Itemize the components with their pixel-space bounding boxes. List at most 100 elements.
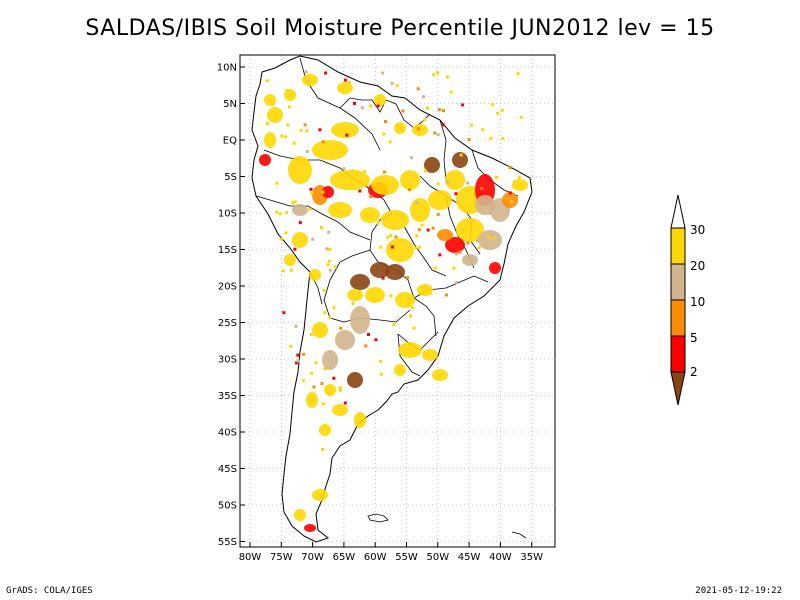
percentile-speckle xyxy=(365,183,369,187)
percentile-speckle xyxy=(500,108,504,112)
percentile-speckle xyxy=(312,385,316,389)
percentile-speckle xyxy=(461,103,465,107)
percentile-speckle xyxy=(320,226,323,229)
percentile-speckle xyxy=(390,81,394,85)
percentile-speckle xyxy=(480,186,484,190)
percentile-speckle xyxy=(381,276,385,280)
percentile-patch xyxy=(452,152,468,168)
percentile-speckle xyxy=(308,207,312,211)
percentile-speckle xyxy=(282,311,286,315)
percentile-patch xyxy=(432,369,448,381)
percentile-speckle xyxy=(409,314,412,318)
percentile-speckle xyxy=(410,306,414,310)
percentile-speckle xyxy=(328,268,332,272)
percentile-speckle xyxy=(321,190,325,194)
percentile-speckle xyxy=(353,187,357,191)
percentile-speckle xyxy=(360,106,364,110)
percentile-patch xyxy=(284,254,296,266)
percentile-speckle xyxy=(281,269,285,273)
percentile-speckle xyxy=(364,344,368,348)
percentile-speckle xyxy=(275,210,279,214)
percentile-speckle xyxy=(337,132,341,136)
percentile-speckle xyxy=(399,238,403,242)
percentile-patch xyxy=(347,289,363,301)
percentile-speckle xyxy=(420,223,424,227)
percentile-speckle xyxy=(516,72,520,76)
percentile-patch xyxy=(428,190,452,210)
percentile-speckle xyxy=(311,237,315,241)
percentile-speckle xyxy=(309,187,313,191)
percentile-speckle xyxy=(318,128,322,132)
falkland-islands xyxy=(367,513,389,523)
percentile-patch xyxy=(370,262,390,278)
percentile-speckle xyxy=(442,109,445,113)
percentile-speckle xyxy=(327,230,331,234)
percentile-patch xyxy=(312,322,328,338)
percentile-patch xyxy=(445,237,465,253)
percentile-speckle xyxy=(394,235,398,239)
percentile-speckle xyxy=(389,234,393,237)
legend-label-20: 20 xyxy=(690,259,705,273)
percentile-patch xyxy=(259,154,271,166)
percentile-speckle xyxy=(333,265,337,269)
lon-tick-label: 60W xyxy=(364,552,387,563)
map-title: SALDAS/IBIS Soil Moisture Percentile JUN… xyxy=(85,16,715,41)
percentile-speckle xyxy=(406,296,410,300)
percentile-speckle xyxy=(436,133,440,137)
percentile-speckle xyxy=(321,447,325,451)
percentile-patch xyxy=(386,238,414,262)
footer-timestamp: 2021-05-12-19:22 xyxy=(695,586,782,596)
map-frame xyxy=(239,54,556,548)
axis-ticks: 10N 5N EQ 5S 10S 15S 20S 25S 30S 35S 40S 45S 50S 55S8… xyxy=(217,63,543,564)
percentile-speckle xyxy=(437,108,441,112)
percentile-patch xyxy=(309,269,321,281)
percentile-speckle xyxy=(455,280,459,284)
percentile-speckle xyxy=(345,133,349,137)
lat-tick-label: 10S xyxy=(218,209,237,220)
percentile-speckle xyxy=(395,84,399,88)
lon-tick-label: 55W xyxy=(395,552,418,563)
percentile-speckle xyxy=(279,237,283,241)
percentile-speckle xyxy=(370,296,374,300)
percentile-speckle xyxy=(517,175,521,179)
percentile-patch xyxy=(437,229,453,241)
lat-tick-label: 5N xyxy=(223,99,237,110)
percentile-speckle xyxy=(322,288,326,292)
percentile-speckle xyxy=(417,228,421,232)
percentile-speckle xyxy=(285,89,289,93)
percentile-speckle xyxy=(294,324,298,328)
percentile-patch xyxy=(400,170,420,190)
percentile-speckle xyxy=(280,134,284,138)
lat-tick-label: 35S xyxy=(218,391,237,402)
percentile-speckle xyxy=(423,118,427,121)
percentile-speckle xyxy=(293,200,297,204)
percentile-speckle xyxy=(305,150,309,153)
percentile-speckle xyxy=(291,201,295,205)
lat-tick-label: 25S xyxy=(218,318,237,329)
percentile-speckle xyxy=(452,266,456,270)
percentile-patch xyxy=(292,232,308,248)
percentile-speckle xyxy=(476,238,480,242)
percentile-patch xyxy=(445,170,465,190)
percentile-speckle xyxy=(488,211,492,215)
percentile-speckle xyxy=(376,221,380,225)
percentile-patch xyxy=(422,349,438,361)
percentile-speckle xyxy=(377,289,381,293)
percentile-speckle xyxy=(334,208,338,211)
percentile-speckle xyxy=(325,247,329,251)
percentile-speckle xyxy=(321,402,325,406)
soil-moisture-patches xyxy=(259,70,528,532)
lat-tick-label: 5S xyxy=(224,172,237,183)
percentile-patch xyxy=(324,384,336,396)
percentile-patch xyxy=(374,94,386,106)
percentile-speckle xyxy=(369,104,373,108)
percentile-speckle xyxy=(389,294,393,298)
continent-outline xyxy=(251,55,533,543)
percentile-patch xyxy=(294,509,306,521)
percentile-patch xyxy=(412,124,428,136)
percentile-speckle xyxy=(384,120,387,123)
percentile-speckle xyxy=(381,71,385,75)
lat-tick-label: 40S xyxy=(218,428,237,439)
percentile-speckle xyxy=(305,129,309,133)
percentile-speckle xyxy=(412,326,416,330)
